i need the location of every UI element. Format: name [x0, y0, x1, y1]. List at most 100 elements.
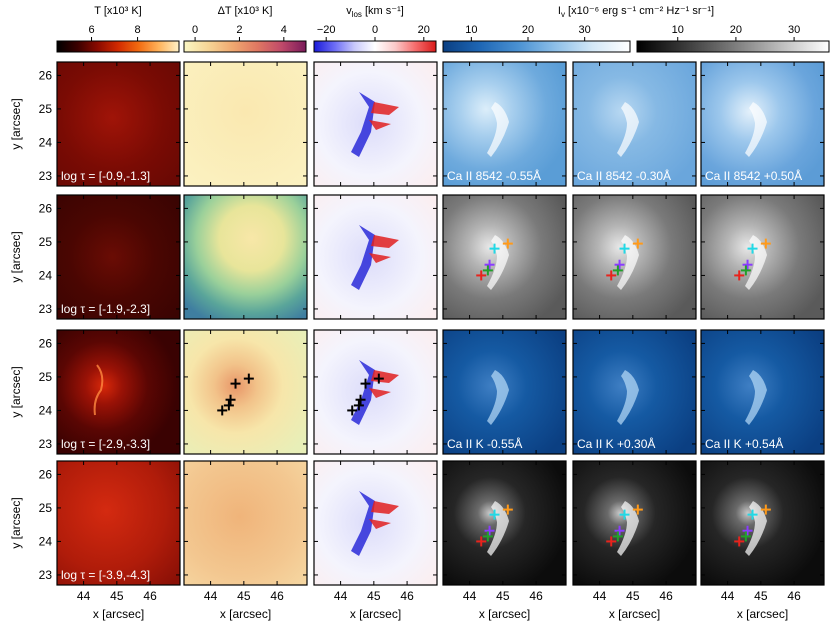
panel-frame: [572, 329, 697, 455]
colorbar-gradient: [56, 40, 180, 53]
y-tick-label: 25: [39, 501, 53, 515]
panel-r4-c5: [572, 460, 697, 586]
x-axis-label: x [arcsec]: [93, 607, 144, 621]
panel-r3-c6: Ca II K +0.54Å: [700, 329, 825, 455]
panel-frame: [572, 460, 697, 586]
panel-frame: [56, 61, 181, 187]
panel-r2-c2: [183, 194, 308, 320]
panel-r1-c4: Ca II 8542 -0.55Å: [442, 61, 567, 187]
panel-frame: [572, 61, 697, 187]
x-tick-label: 46: [143, 589, 157, 603]
panel-r1-c2: [183, 61, 308, 187]
panel-image: [184, 195, 307, 319]
x-axis-label: x [arcsec]: [350, 607, 401, 621]
y-axis-label: y [arcsec]: [9, 231, 23, 282]
panel-frame: [442, 194, 567, 320]
x-tick-label: 44: [593, 589, 607, 603]
marker-cross: [612, 265, 623, 276]
panel-r4-c1: log τ = [-3.9,-4.3]: [56, 460, 181, 586]
panel-image: [57, 195, 180, 319]
marker-cross: [482, 265, 493, 276]
colorbar-gradient: [442, 40, 631, 53]
x-tick-label: 45: [237, 589, 251, 603]
colorbar-label: ΔT [x10³ K]: [218, 5, 273, 17]
y-tick-label: 26: [39, 68, 53, 82]
colorbar-label: Iv [x10⁻⁶ erg s⁻¹ cm⁻² Hz⁻¹ sr⁻¹]: [558, 5, 714, 19]
bright-loop-feature: [617, 501, 639, 556]
colorbar-tick-label: 2: [236, 24, 242, 36]
panel-grid: log τ = [-0.9,-1.3] Ca II 8542 -0.55Å Ca I…: [56, 61, 825, 586]
line-position-label: Ca II 8542 +0.50Å: [705, 168, 802, 183]
y-tick-label: 24: [39, 534, 53, 548]
marker-cross: [489, 509, 500, 520]
marker-cross: [606, 536, 617, 547]
marker-cross: [734, 270, 745, 281]
marker-cross: [482, 531, 493, 542]
marker-cross: [360, 378, 371, 389]
redshift-feature: [369, 501, 399, 529]
colorbar-dT: 0 2 4 ΔT [x10³ K]: [183, 5, 307, 53]
panel-r1-c5: Ca II 8542 -0.30Å: [572, 61, 697, 187]
y-tick-label: 25: [39, 370, 53, 384]
marker-cross: [632, 238, 643, 249]
panel-r4-c6: [700, 460, 825, 586]
panel-r3-c5: Ca II K +0.30Å: [572, 329, 697, 455]
colorbar-tick-label: 10: [465, 24, 477, 36]
panel-r2-c4: [442, 194, 567, 320]
panel-image: [57, 330, 180, 454]
panel-image: [57, 62, 180, 186]
panel-frame: [700, 329, 825, 455]
x-tick-label: 44: [334, 589, 348, 603]
panel-r1-c6: Ca II 8542 +0.50Å: [700, 61, 825, 187]
bright-loop-feature: [487, 501, 509, 556]
x-tick-label: 45: [496, 589, 510, 603]
bright-loop-feature: [745, 370, 767, 425]
panel-frame: [183, 329, 308, 455]
y-tick-label: 23: [39, 169, 53, 183]
colorbar-gradient: [313, 40, 437, 53]
panel-r2-c1: log τ = [-1.9,-2.3]: [56, 194, 181, 320]
colorbar-tick-label: 20: [522, 24, 534, 36]
axes-labels: 23 24 25 26 y [arcsec] 23 24 25 26 y [arcsec] 23 24…: [9, 68, 801, 621]
panel-r4-c3: [313, 460, 438, 586]
y-tick-label: 26: [39, 336, 53, 350]
x-tick-label: 44: [721, 589, 735, 603]
panel-frame: [313, 460, 438, 586]
marker-cross: [484, 525, 495, 536]
marker-cross: [243, 373, 254, 384]
panel-frame: [56, 194, 181, 320]
y-axis-label: y [arcsec]: [9, 366, 23, 417]
colorbar-Iv_blue: 10 20 30 Iv [x10⁻⁶ erg s⁻¹ cm⁻² Hz⁻¹ sr⁻¹]: [442, 5, 714, 53]
panel-r1-c1: log τ = [-0.9,-1.3]: [56, 61, 181, 187]
colorbar-tick-label: −20: [317, 24, 336, 36]
panel-image: [57, 461, 180, 585]
x-tick-label: 45: [626, 589, 640, 603]
hot-filament: [93, 364, 104, 416]
y-tick-label: 24: [39, 135, 53, 149]
colorbar-T: 6 8 T [x10³ K]: [56, 5, 180, 53]
marker-cross: [347, 405, 358, 416]
y-tick-label: 25: [39, 102, 53, 116]
marker-cross: [606, 270, 617, 281]
x-tick-label: 45: [754, 589, 768, 603]
marker-cross: [614, 525, 625, 536]
panel-image: [184, 330, 307, 454]
x-tick-label: 46: [787, 589, 801, 603]
marker-cross: [484, 259, 495, 270]
marker-cross: [223, 400, 234, 411]
panel-r3-c2: [183, 329, 308, 455]
redshift-feature: [369, 102, 399, 130]
y-tick-label: 26: [39, 467, 53, 481]
marker-cross: [740, 265, 751, 276]
marker-cross: [217, 405, 228, 416]
colorbar-tick-label: 20: [418, 24, 430, 36]
x-axis-label: x [arcsec]: [737, 607, 788, 621]
marker-cross: [225, 394, 236, 405]
panel-r3-c1: log τ = [-2.9,-3.3]: [56, 329, 181, 455]
colorbar-tick-label: 30: [579, 24, 591, 36]
colorbar-tick-label: 20: [730, 24, 742, 36]
marker-cross: [747, 243, 758, 254]
marker-cross: [355, 394, 366, 405]
panel-frame: [183, 460, 308, 586]
